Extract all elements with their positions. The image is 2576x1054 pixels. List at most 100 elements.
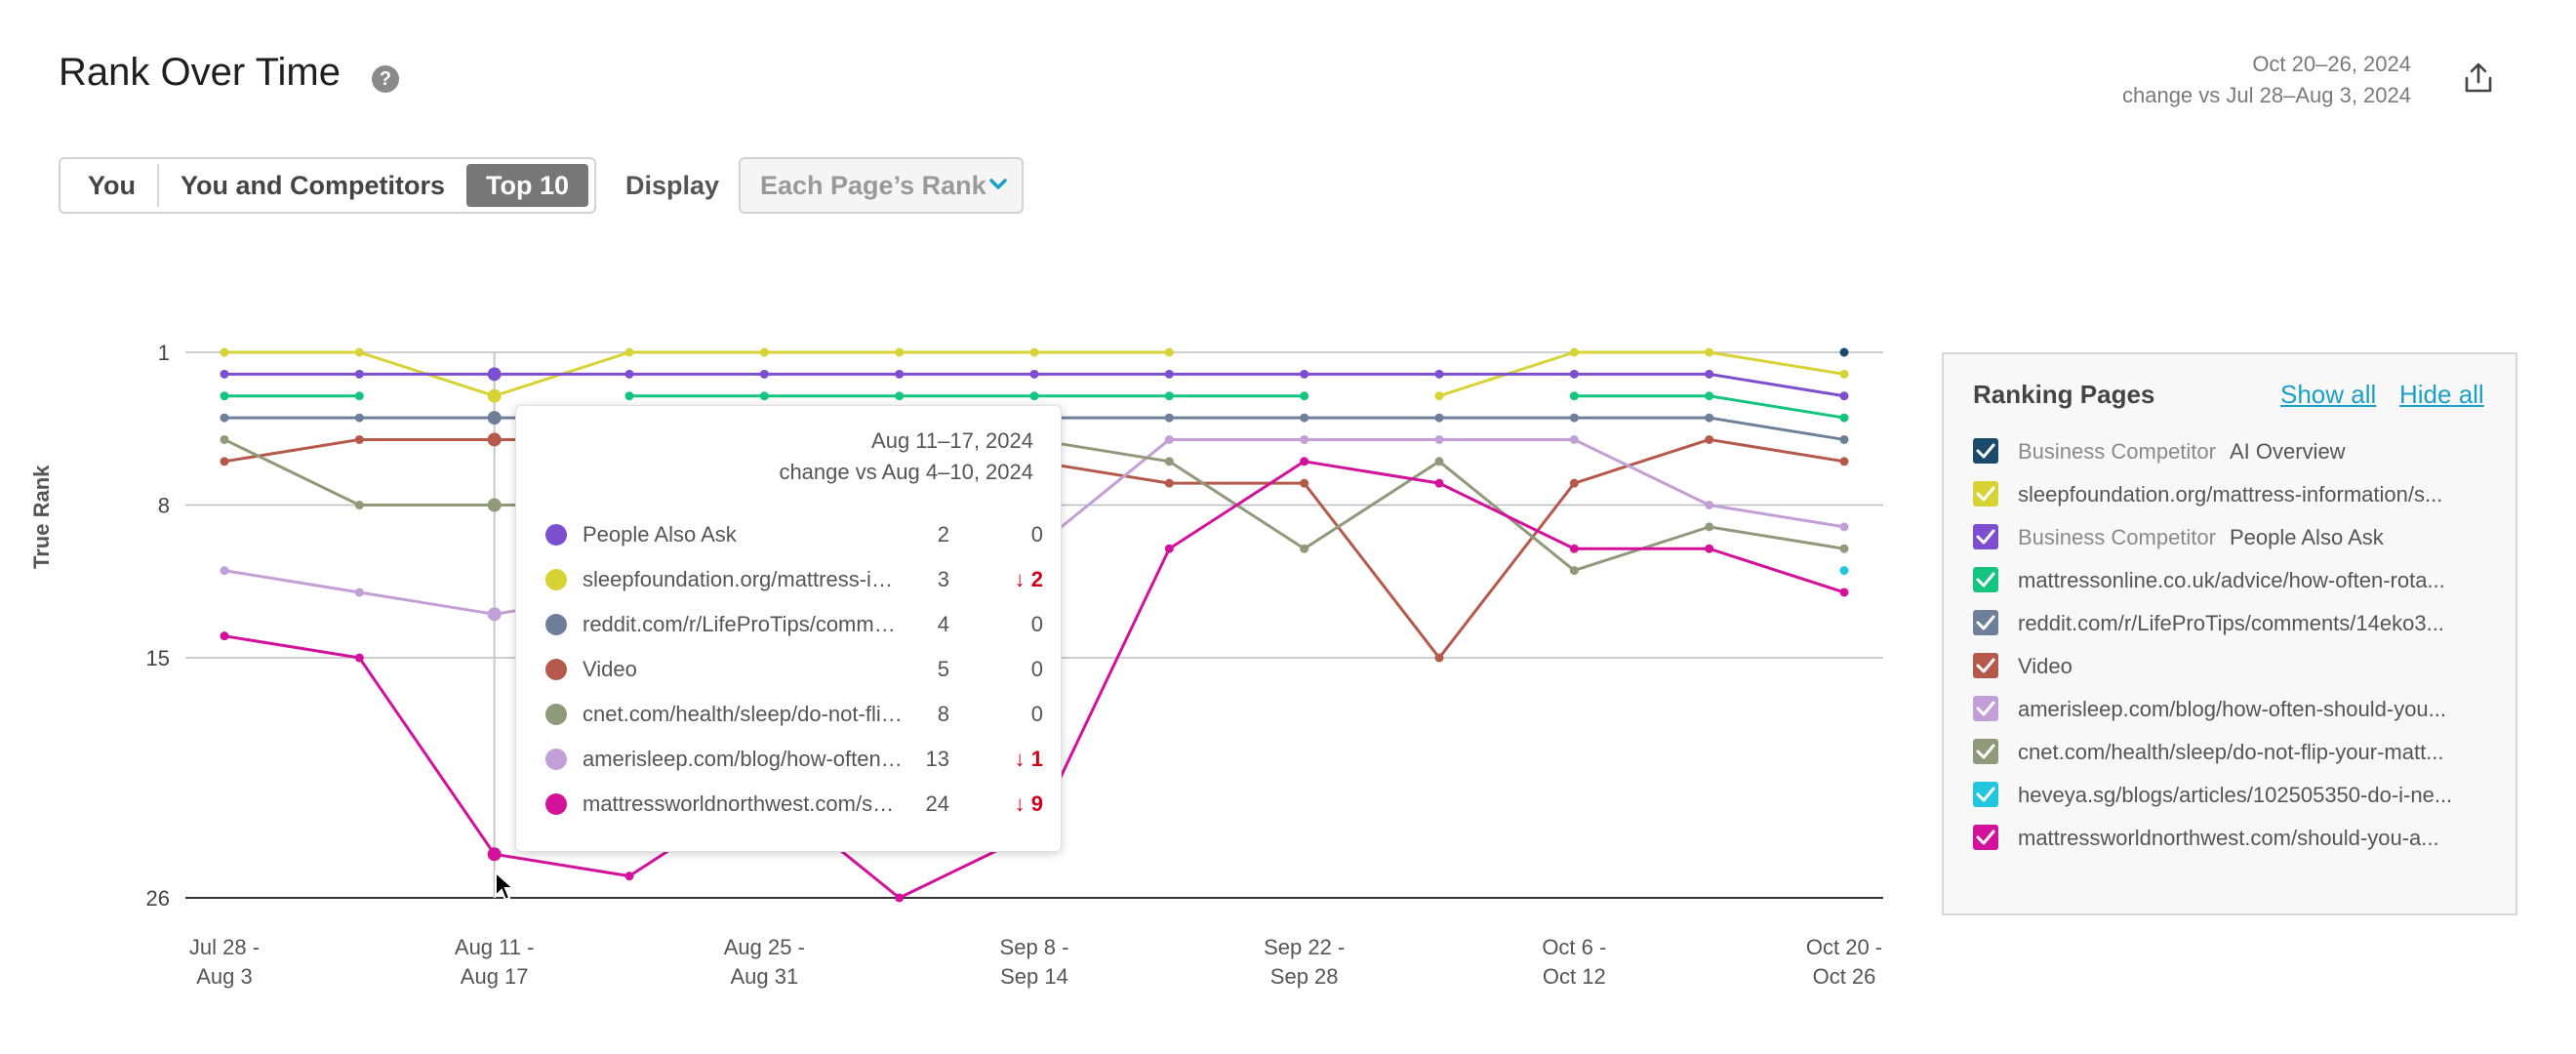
data-point (1705, 544, 1714, 553)
data-point (354, 588, 364, 597)
chart-tooltip: Aug 11–17, 2024 change vs Aug 4–10, 2024… (515, 405, 1062, 852)
tooltip-change-value: 1 (1030, 747, 1043, 771)
data-point (220, 631, 229, 641)
legend-checkbox[interactable] (1973, 567, 1998, 592)
legend-checkbox[interactable] (1973, 438, 1998, 464)
data-point (1569, 391, 1579, 401)
data-point (1300, 457, 1309, 466)
tooltip-row: Video 5 0 (545, 653, 1043, 688)
data-point (1434, 457, 1444, 466)
legend-item[interactable]: heveya.sg/blogs/articles/102505350-do-i-… (1973, 779, 2500, 812)
tooltip-page-name: amerisleep.com/blog/how-often-should-you… (583, 747, 905, 771)
checkmark-icon (1976, 830, 1995, 845)
legend-item[interactable]: sleepfoundation.org/mattress-information… (1973, 478, 2500, 511)
tooltip-rank: 3 (937, 567, 949, 591)
data-point (1164, 391, 1174, 401)
show-all-link[interactable]: Show all (2280, 380, 2377, 409)
legend-item[interactable]: mattressonline.co.uk/advice/how-often-ro… (1973, 564, 2500, 597)
help-icon[interactable]: ? (372, 65, 399, 93)
legend-label: sleepfoundation.org/mattress-information… (2018, 482, 2486, 507)
data-point (1300, 434, 1309, 444)
tooltip-header: Aug 11–17, 2024 change vs Aug 4–10, 2024 (779, 426, 1033, 488)
mouse-cursor-icon (495, 871, 516, 902)
x-tick-label: Aug 11 - (455, 935, 535, 959)
data-point (1705, 522, 1714, 532)
data-point (487, 432, 502, 447)
legend-item[interactable]: Video (1973, 650, 2500, 683)
legend-checkbox[interactable] (1973, 825, 1998, 850)
data-point (354, 347, 364, 357)
chevron-down-icon (989, 179, 1007, 189)
legend-page-name: cnet.com/health/sleep/do-not-flip-your-m… (2018, 740, 2444, 764)
legend-page-name: heveya.sg/blogs/articles/102505350-do-i-… (2018, 783, 2453, 807)
data-point (624, 347, 634, 357)
legend-checkbox[interactable] (1973, 610, 1998, 635)
data-point (1839, 588, 1849, 597)
display-select[interactable]: Each Page’s Rank (739, 157, 1024, 214)
date-range-info: Oct 20–26, 2024 change vs Jul 28–Aug 3, … (2122, 49, 2411, 111)
series-color-dot (545, 524, 567, 546)
legend-item[interactable]: mattressworldnorthwest.com/should-you-a.… (1973, 822, 2500, 855)
series-color-dot (545, 569, 567, 590)
data-point (895, 893, 905, 903)
data-point (1300, 413, 1309, 423)
legend-page-name: People Also Ask (2229, 525, 2384, 549)
hide-all-link[interactable]: Hide all (2399, 380, 2484, 409)
legend-checkbox[interactable] (1973, 481, 1998, 507)
checkmark-icon (1976, 615, 1995, 630)
legend-label: mattressonline.co.uk/advice/how-often-ro… (2018, 568, 2486, 593)
x-tick-label: Aug 31 (730, 964, 798, 989)
tooltip-page-name: sleepfoundation.org/mattress-information… (583, 567, 905, 591)
data-point (1839, 544, 1849, 553)
view-toggle: You You and Competitors Top 10 (59, 157, 597, 214)
data-point (1569, 566, 1579, 576)
data-point (220, 434, 229, 444)
y-tick-label: 15 (146, 646, 170, 670)
data-point (487, 607, 502, 622)
legend-checkbox[interactable] (1973, 524, 1998, 549)
x-tick-label: Oct 6 - (1542, 935, 1606, 959)
legend-item[interactable]: reddit.com/r/LifeProTips/comments/14eko3… (1973, 607, 2500, 640)
data-point (1839, 369, 1849, 379)
data-point (220, 566, 229, 576)
tooltip-row: mattressworldnorthwest.com/should-you-a.… (545, 788, 1043, 823)
legend-item[interactable]: Business Competitor AI Overview (1973, 435, 2500, 468)
legend-checkbox[interactable] (1973, 653, 1998, 678)
checkmark-icon (1976, 787, 1995, 802)
legend-page-name: Video (2018, 654, 2073, 678)
toggle-you-and-competitors[interactable]: You and Competitors (181, 171, 446, 200)
toggle-top-10[interactable]: Top 10 (466, 164, 589, 207)
data-point (1569, 478, 1579, 488)
series-color-dot (545, 749, 567, 770)
export-icon[interactable] (2461, 61, 2496, 96)
display-label: Display (625, 171, 720, 200)
data-point (1705, 369, 1714, 379)
x-tick-label: Oct 26 (1813, 964, 1876, 989)
legend-checkbox[interactable] (1973, 739, 1998, 764)
series-line (224, 350, 1170, 398)
checkmark-icon (1976, 486, 1995, 502)
toggle-divider (157, 164, 159, 207)
data-point (1569, 544, 1579, 553)
data-point (1434, 653, 1444, 663)
legend-page-name: AI Overview (2229, 439, 2346, 464)
data-point (220, 391, 229, 401)
legend-item[interactable]: amerisleep.com/blog/how-often-should-you… (1973, 693, 2500, 726)
toggle-you[interactable]: You (88, 171, 136, 200)
legend-checkbox[interactable] (1973, 696, 1998, 721)
tooltip-change: ↓ 9 (975, 791, 1043, 817)
data-point (1434, 391, 1444, 401)
legend-item[interactable]: Business Competitor People Also Ask (1973, 521, 2500, 554)
data-point (220, 413, 229, 423)
data-point (759, 347, 769, 357)
tooltip-change-value: 0 (1030, 522, 1043, 547)
data-point (1569, 347, 1579, 357)
data-point (487, 847, 502, 862)
data-point (1029, 391, 1039, 401)
data-point (1164, 544, 1174, 553)
arrow-down-icon: ↓ (1014, 567, 1031, 591)
legend-item[interactable]: cnet.com/health/sleep/do-not-flip-your-m… (1973, 736, 2500, 769)
tooltip-comparison: change vs Aug 4–10, 2024 (779, 460, 1033, 484)
tooltip-change-value: 0 (1030, 702, 1043, 726)
legend-checkbox[interactable] (1973, 782, 1998, 807)
